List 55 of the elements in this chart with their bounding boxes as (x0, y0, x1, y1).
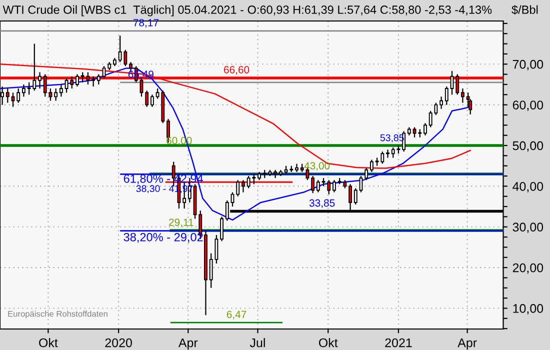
candlestick (220, 216, 224, 242)
ref-line-label: 29,11 (169, 218, 194, 228)
candlestick (59, 84, 63, 98)
x-tick-label: Apr (178, 338, 198, 350)
candlestick (22, 84, 26, 98)
x-tick-label: 2020 (105, 338, 132, 348)
candlestick (332, 180, 336, 193)
ref-line-label: 78,17 (133, 18, 158, 28)
x-tick-label: Jul (250, 338, 265, 348)
y-tick-label: 20,00 (512, 263, 544, 274)
candlestick (316, 180, 320, 193)
y-tick-label: 40,00 (512, 182, 544, 192)
annotation: Europäische Rohstoffdaten (8, 310, 108, 318)
ref-line-label: 43,00 (304, 162, 330, 171)
candlestick (16, 88, 20, 104)
candlestick (444, 86, 448, 106)
candlestick (6, 88, 10, 104)
candlestick (38, 72, 42, 90)
x-tick-label: Apr (458, 338, 477, 350)
candlestick (370, 159, 374, 173)
candlestick (461, 88, 464, 104)
annotation: 38,20% - 29,02 (124, 232, 203, 243)
x-tick-label: Okt (39, 338, 58, 348)
ref-line-label: 33,85 (309, 199, 335, 208)
candlestick (236, 180, 240, 197)
candlestick (145, 90, 149, 108)
y-axis-title: $/Bbl (512, 5, 538, 15)
y-tick-label: 30,00 (512, 222, 544, 234)
candlestick (412, 126, 416, 138)
candlestick (11, 92, 15, 108)
candlestick (354, 188, 358, 206)
candlestick (402, 130, 406, 152)
candlestick (391, 146, 395, 158)
ref-line-label: 6,47 (226, 310, 246, 320)
candlestick (364, 167, 368, 181)
candlestick (48, 88, 52, 102)
candlestick (96, 74, 100, 86)
x-tick-label: Okt (318, 338, 338, 348)
y-tick-label: 50,00 (512, 141, 544, 152)
ref-line-label: 66,60 (224, 66, 250, 75)
chart-title: WTI Crude Oil [WBS c1 Täglich] 05.04.2021 - O:60,93 H:61,39 L:57,64 C:58,80 -2,53 -4,13% (2, 5, 492, 16)
candlestick (440, 96, 444, 110)
ref-line-label: 65,49 (128, 70, 154, 80)
candlestick (76, 74, 79, 88)
candlestick (54, 88, 58, 102)
candlestick (386, 149, 390, 158)
x-tick-label: 2021 (385, 338, 412, 348)
y-tick-label: 10,00 (513, 304, 544, 314)
candlestick (92, 76, 96, 88)
y-tick-label: 70,00 (512, 60, 544, 70)
candlestick (424, 122, 427, 136)
y-tick-label: 60,00 (512, 100, 544, 111)
candlestick (102, 66, 106, 79)
candlestick (150, 94, 154, 108)
candlestick (311, 175, 315, 194)
